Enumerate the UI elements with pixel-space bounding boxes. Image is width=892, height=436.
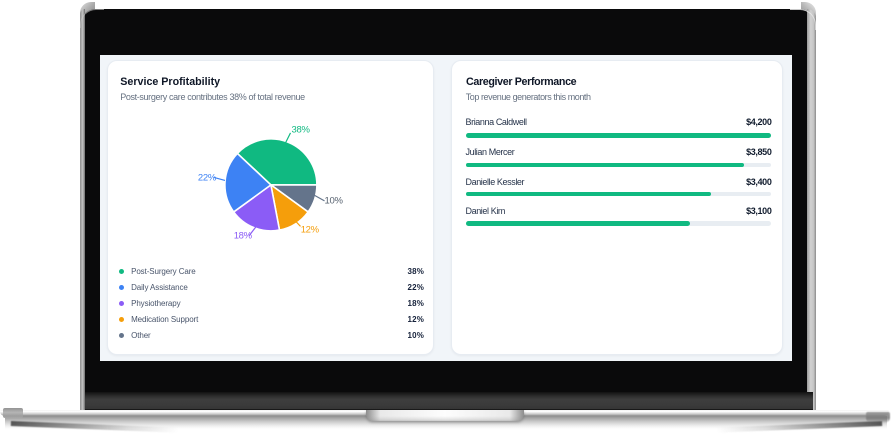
svg-text:12%: 12% — [301, 225, 320, 236]
svg-text:38%: 38% — [292, 125, 311, 136]
svg-text:22%: 22% — [198, 173, 217, 184]
svg-text:10%: 10% — [325, 196, 344, 207]
svg-text:18%: 18% — [234, 231, 253, 242]
